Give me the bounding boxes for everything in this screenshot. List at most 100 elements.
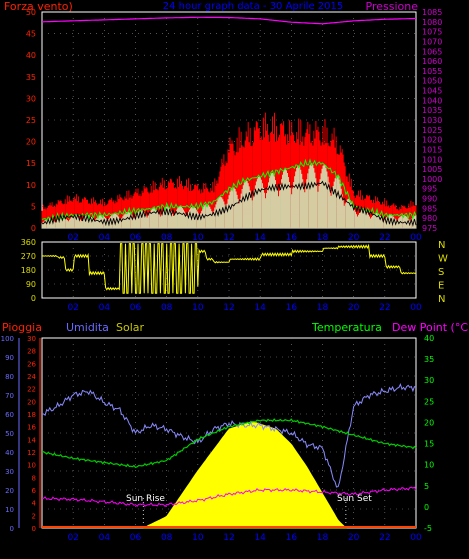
y-tick-pressure: 985 bbox=[422, 204, 437, 213]
y-tick-pressure: 1040 bbox=[422, 96, 442, 105]
label-umidita: Umidita bbox=[66, 321, 109, 334]
humidity-line bbox=[42, 382, 417, 488]
y-tick-wind: 50 bbox=[26, 8, 36, 17]
x-tick-label: 16 bbox=[286, 303, 298, 313]
y-tick-wind: 30 bbox=[26, 94, 36, 103]
y-tick-dewpoint: 5 bbox=[424, 482, 429, 491]
y-tick-humidity: 80 bbox=[5, 373, 14, 381]
y-tick-direction: 270 bbox=[21, 252, 36, 261]
y-tick-wind: 20 bbox=[26, 138, 36, 147]
header-left-label: Forza vento) bbox=[4, 0, 73, 13]
x-tick-label: 10 bbox=[192, 303, 204, 313]
x-tick-label: 04 bbox=[99, 533, 111, 543]
y-tick-wind: 40 bbox=[26, 51, 36, 60]
x-tick-label: 02 bbox=[67, 303, 78, 313]
y-tick-wind: 15 bbox=[26, 159, 36, 168]
x-tick-label: 08 bbox=[161, 233, 173, 243]
y-tick-humidity: 40 bbox=[5, 449, 14, 457]
x-tick-label: 02 bbox=[67, 533, 78, 543]
y-tick-wind: 0 bbox=[31, 224, 36, 233]
wind-direction-scatter bbox=[42, 180, 417, 228]
x-tick-label: 02 bbox=[67, 233, 78, 243]
y-tick-pressure: 1085 bbox=[422, 8, 442, 17]
label-sun-set: Sun Set bbox=[337, 494, 372, 504]
y-tick-rain: 22 bbox=[27, 386, 36, 394]
y-tick-pressure: 1075 bbox=[422, 28, 442, 37]
x-tick-label: 12 bbox=[223, 233, 234, 243]
y-tick-dewpoint: 25 bbox=[424, 397, 434, 406]
x-tick-label: 10 bbox=[192, 233, 204, 243]
label-pioggia: Pioggia bbox=[2, 321, 42, 334]
x-tick-label: 08 bbox=[161, 303, 173, 313]
y-tick-pressure: 1015 bbox=[422, 145, 442, 154]
x-tick-label: 22 bbox=[379, 233, 390, 243]
y-tick-dewpoint: 10 bbox=[424, 461, 434, 470]
temperature-line bbox=[41, 418, 417, 469]
y-tick-humidity: 70 bbox=[5, 392, 14, 400]
y-tick-humidity: 100 bbox=[1, 335, 14, 343]
x-tick-label: 12 bbox=[223, 533, 234, 543]
y-tick-rain: 8 bbox=[32, 474, 36, 482]
wind-direction-line bbox=[41, 243, 417, 294]
y-tick-dewpoint: 0 bbox=[424, 503, 429, 512]
y-tick-dewpoint: -5 bbox=[424, 524, 432, 533]
y-tick-rain: 12 bbox=[27, 449, 36, 457]
y-tick-pressure: 1050 bbox=[422, 77, 442, 86]
compass-label: N bbox=[438, 294, 445, 305]
y-tick-direction: 0 bbox=[31, 294, 36, 303]
y-tick-wind: 10 bbox=[26, 181, 36, 190]
y-tick-humidity: 0 bbox=[10, 525, 14, 533]
y-tick-humidity: 20 bbox=[5, 487, 14, 495]
y-tick-wind: 45 bbox=[26, 30, 36, 39]
y-tick-dewpoint: 15 bbox=[424, 440, 434, 449]
x-tick-label: 16 bbox=[286, 233, 298, 243]
y-tick-humidity: 10 bbox=[5, 506, 14, 514]
y-tick-dewpoint: 30 bbox=[424, 376, 434, 385]
y-tick-pressure: 1045 bbox=[422, 87, 442, 96]
x-tick-label: 04 bbox=[99, 303, 111, 313]
x-tick-label: 10 bbox=[192, 533, 204, 543]
label-sun-rise: Sun Rise bbox=[126, 494, 165, 504]
y-tick-pressure: 995 bbox=[422, 185, 437, 194]
x-tick-label: 06 bbox=[130, 233, 142, 243]
x-tick-label: 18 bbox=[317, 533, 329, 543]
label-solar: Solar bbox=[116, 321, 145, 334]
solar-area bbox=[143, 421, 348, 529]
x-tick-label: 06 bbox=[130, 303, 142, 313]
y-tick-pressure: 980 bbox=[422, 214, 437, 223]
x-tick-label: 04 bbox=[99, 233, 111, 243]
pressure-line bbox=[42, 16, 416, 25]
x-tick-label: 14 bbox=[254, 233, 266, 243]
y-tick-pressure: 1070 bbox=[422, 37, 442, 46]
x-tick-label: 08 bbox=[161, 533, 173, 543]
y-tick-dewpoint: 20 bbox=[424, 418, 434, 427]
x-tick-label: 12 bbox=[223, 303, 234, 313]
y-tick-wind: 5 bbox=[31, 202, 36, 211]
x-tick-label: 20 bbox=[348, 533, 360, 543]
y-tick-pressure: 1065 bbox=[422, 47, 442, 56]
y-tick-dewpoint: 40 bbox=[424, 334, 434, 343]
wind-speed-line bbox=[41, 158, 417, 222]
y-tick-humidity: 60 bbox=[5, 411, 14, 419]
header-right-label: Pressione bbox=[366, 0, 419, 13]
y-tick-rain: 6 bbox=[32, 487, 37, 495]
y-tick-rain: 26 bbox=[27, 360, 36, 368]
y-tick-rain: 0 bbox=[32, 525, 36, 533]
y-tick-direction: 360 bbox=[21, 238, 36, 247]
y-tick-rain: 4 bbox=[32, 500, 37, 508]
y-tick-rain: 18 bbox=[27, 411, 36, 419]
y-tick-dewpoint: 35 bbox=[424, 355, 434, 364]
compass-label: S bbox=[438, 267, 444, 278]
y-tick-rain: 28 bbox=[27, 348, 36, 356]
y-tick-pressure: 1055 bbox=[422, 67, 442, 76]
y-tick-pressure: 1010 bbox=[422, 155, 442, 164]
y-tick-pressure: 1020 bbox=[422, 136, 442, 145]
dewpoint-line bbox=[41, 486, 417, 508]
series-layer bbox=[41, 16, 417, 528]
y-tick-pressure: 1080 bbox=[422, 18, 442, 27]
y-tick-rain: 10 bbox=[27, 462, 36, 470]
compass-label: E bbox=[438, 281, 444, 292]
x-tick-label: 22 bbox=[379, 533, 390, 543]
